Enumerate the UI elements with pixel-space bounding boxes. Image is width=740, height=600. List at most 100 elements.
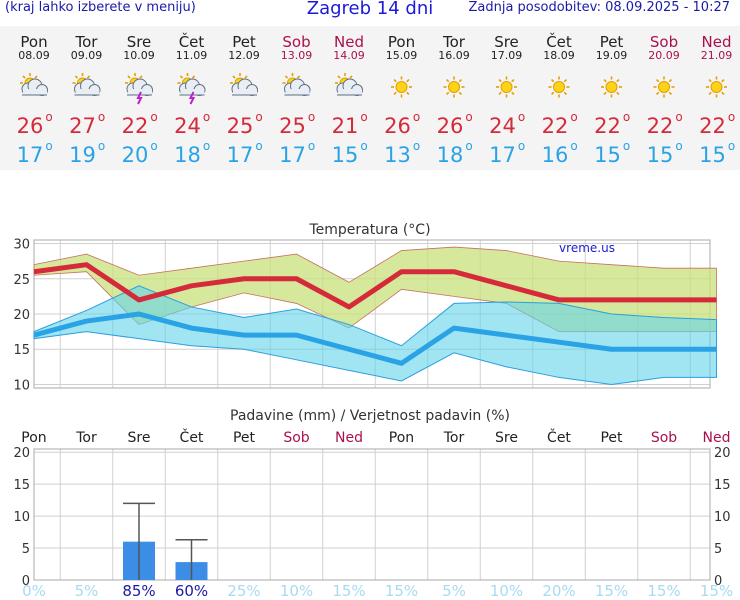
x-category-label: Pet [600,430,623,446]
day-date: 17.09 [491,49,523,62]
cloud-base [338,89,362,95]
x-category-label: Čet [547,428,571,446]
max-temp: 25 [279,114,306,138]
precip-probability: 15% [595,582,628,600]
min-temp: 15 [647,143,674,167]
sun-ray [446,79,450,83]
precip-probability: 5% [442,582,466,600]
min-degree: o [308,139,315,153]
x-category-label: Pon [21,430,46,446]
temperature-chart: Temperatura (°C) 10 15 20 25 30 vreme.us [13,222,717,393]
max-temp: 21 [332,114,359,138]
lightning-bolt [136,91,143,105]
day-name: Sre [127,33,152,51]
cloud-base [285,89,310,95]
sun-disc [500,81,513,93]
max-degree: o [308,110,315,124]
min-temp: 18 [437,143,464,167]
x-category-label: Tor [75,430,97,446]
sun-disc [710,81,723,93]
y-tick-label: 25 [13,273,30,288]
y-tick-label-left: 5 [22,542,30,557]
sun-ray [563,79,567,83]
sun-ray [127,75,131,79]
sun-ray [284,75,289,79]
precip-probability: 60% [175,582,208,600]
y-tick-label-left: 20 [13,446,30,461]
sun-ray [393,91,397,95]
day-date: 16.09 [438,49,470,62]
sun-ray [616,79,620,83]
lightning-bolt [188,91,196,105]
sun-ray [179,75,184,79]
sun-ray [708,79,712,83]
sun-ray [721,91,725,95]
x-category-label: Sre [495,430,518,446]
thunderstorm-icon [177,73,206,105]
sun-disc [553,81,565,93]
x-category-label: Ned [335,430,363,446]
day-name: Ned [334,33,364,51]
last-update: Zadnja posodobitev: 08.09.2025 - 10:27 [468,0,730,15]
sun-icon [601,76,622,98]
x-category-label: Sre [128,430,151,446]
max-temp: 24 [489,114,516,138]
sun-ray [708,91,712,95]
max-temp: 25 [227,114,254,138]
sun-ray [446,91,450,95]
sun-icon [548,76,570,98]
day-name: Pon [388,33,415,51]
partly-cloudy-icon [230,73,258,96]
sun-ray [498,79,502,83]
partly-cloudy-icon [20,73,48,96]
precip-probability: 0% [22,582,46,600]
precip-probability: 15% [647,582,680,600]
min-degree: o [570,139,577,153]
partly-cloudy-icon [72,73,101,96]
precip-probability: 85% [122,582,155,600]
sun-ray [349,75,353,79]
sun-ray [603,79,607,83]
min-temp: 20 [122,143,149,167]
min-degree: o [728,139,735,153]
sun-ray [296,75,301,79]
temperature-chart-title: Temperatura (°C) [308,222,430,238]
sun-ray [511,79,515,83]
max-temp: 26 [384,114,411,138]
sun-ray [603,91,607,95]
sun-disc [448,81,460,93]
sun-ray [668,79,672,83]
max-degree: o [465,110,472,124]
partly-cloudy-icon [282,73,311,96]
sun-ray [668,91,672,95]
min-degree: o [98,139,105,153]
day-name: Pet [600,33,624,51]
day-name: Čet [179,32,205,51]
min-temp: 19 [69,143,96,167]
min-degree: o [203,139,210,153]
min-degree: o [413,139,420,153]
min-temp: 15 [594,143,621,167]
sun-disc [395,81,408,93]
precip-probability: 15% [385,582,418,600]
sun-ray [551,91,555,95]
max-degree: o [360,110,367,124]
menu-hint: (kraj lahko izberete v meniju) [5,0,196,15]
max-degree: o [45,110,52,124]
sun-ray [406,79,410,83]
max-temp: 22 [122,114,149,138]
thunderstorm-icon [125,73,153,105]
sun-ray [232,75,236,79]
day-name: Pon [20,33,47,51]
y-tick-label-right: 10 [714,510,731,525]
min-degree: o [623,139,630,153]
max-temp: 22 [699,114,726,138]
precip-probability: 20% [542,582,575,600]
y-tick-label: 20 [13,308,30,323]
sun-ray [511,91,515,95]
